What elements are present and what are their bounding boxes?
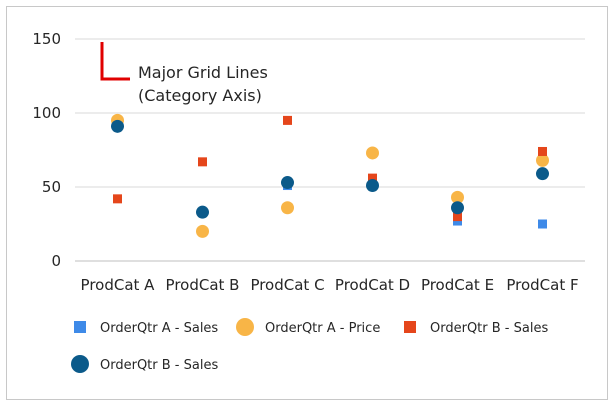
x-tick-label: ProdCat C — [250, 276, 324, 294]
data-point — [451, 190, 464, 204]
x-tick-label: ProdCat B — [166, 276, 240, 294]
data-point — [283, 115, 292, 125]
data-point — [196, 205, 209, 219]
data-point — [366, 179, 379, 193]
data-point — [113, 194, 122, 204]
y-tick-label: 100 — [32, 104, 61, 122]
legend-marker — [236, 318, 254, 336]
data-point — [538, 146, 547, 156]
legend-marker — [74, 321, 86, 333]
data-point — [536, 167, 549, 181]
legend-label: OrderQtr A - Sales — [100, 321, 218, 336]
data-points — [111, 113, 549, 238]
data-point — [538, 219, 547, 229]
legend-label: OrderQtr B - Sales — [100, 358, 218, 373]
annotation-line-1: Major Grid Lines — [138, 63, 268, 82]
gridlines — [75, 38, 585, 262]
legend-label: OrderQtr A - Price — [265, 321, 380, 336]
data-point — [111, 119, 124, 133]
data-point — [196, 224, 209, 238]
data-point — [281, 201, 294, 215]
legend: OrderQtr A - Sales OrderQtr A - Price Orde… — [71, 318, 548, 373]
y-tick-label: 50 — [42, 178, 61, 196]
legend-marker — [71, 355, 89, 373]
annotation-bracket — [100, 42, 130, 81]
data-point — [198, 157, 207, 167]
x-tick-label: ProdCat E — [421, 276, 494, 294]
x-tick-label: ProdCat F — [506, 276, 578, 294]
y-tick-label: 150 — [32, 30, 61, 48]
y-axis-ticks: 0 50 100 150 — [32, 30, 61, 270]
annotation-line-2: (Category Axis) — [138, 86, 262, 105]
legend-marker — [404, 321, 416, 333]
data-point — [366, 146, 379, 160]
data-point — [453, 212, 462, 222]
chart-frame — [6, 6, 608, 400]
data-point — [451, 201, 464, 215]
data-point — [281, 176, 294, 190]
x-axis-ticks: ProdCat A ProdCat B ProdCat C ProdCat D Prod… — [81, 276, 579, 294]
data-point — [536, 153, 549, 167]
x-tick-label: ProdCat D — [335, 276, 410, 294]
y-tick-label: 0 — [51, 252, 61, 270]
legend-label: OrderQtr B - Sales — [430, 321, 548, 336]
data-point — [368, 173, 377, 183]
annotation: Major Grid Lines (Category Axis) — [100, 42, 268, 105]
x-tick-label: ProdCat A — [81, 276, 156, 294]
